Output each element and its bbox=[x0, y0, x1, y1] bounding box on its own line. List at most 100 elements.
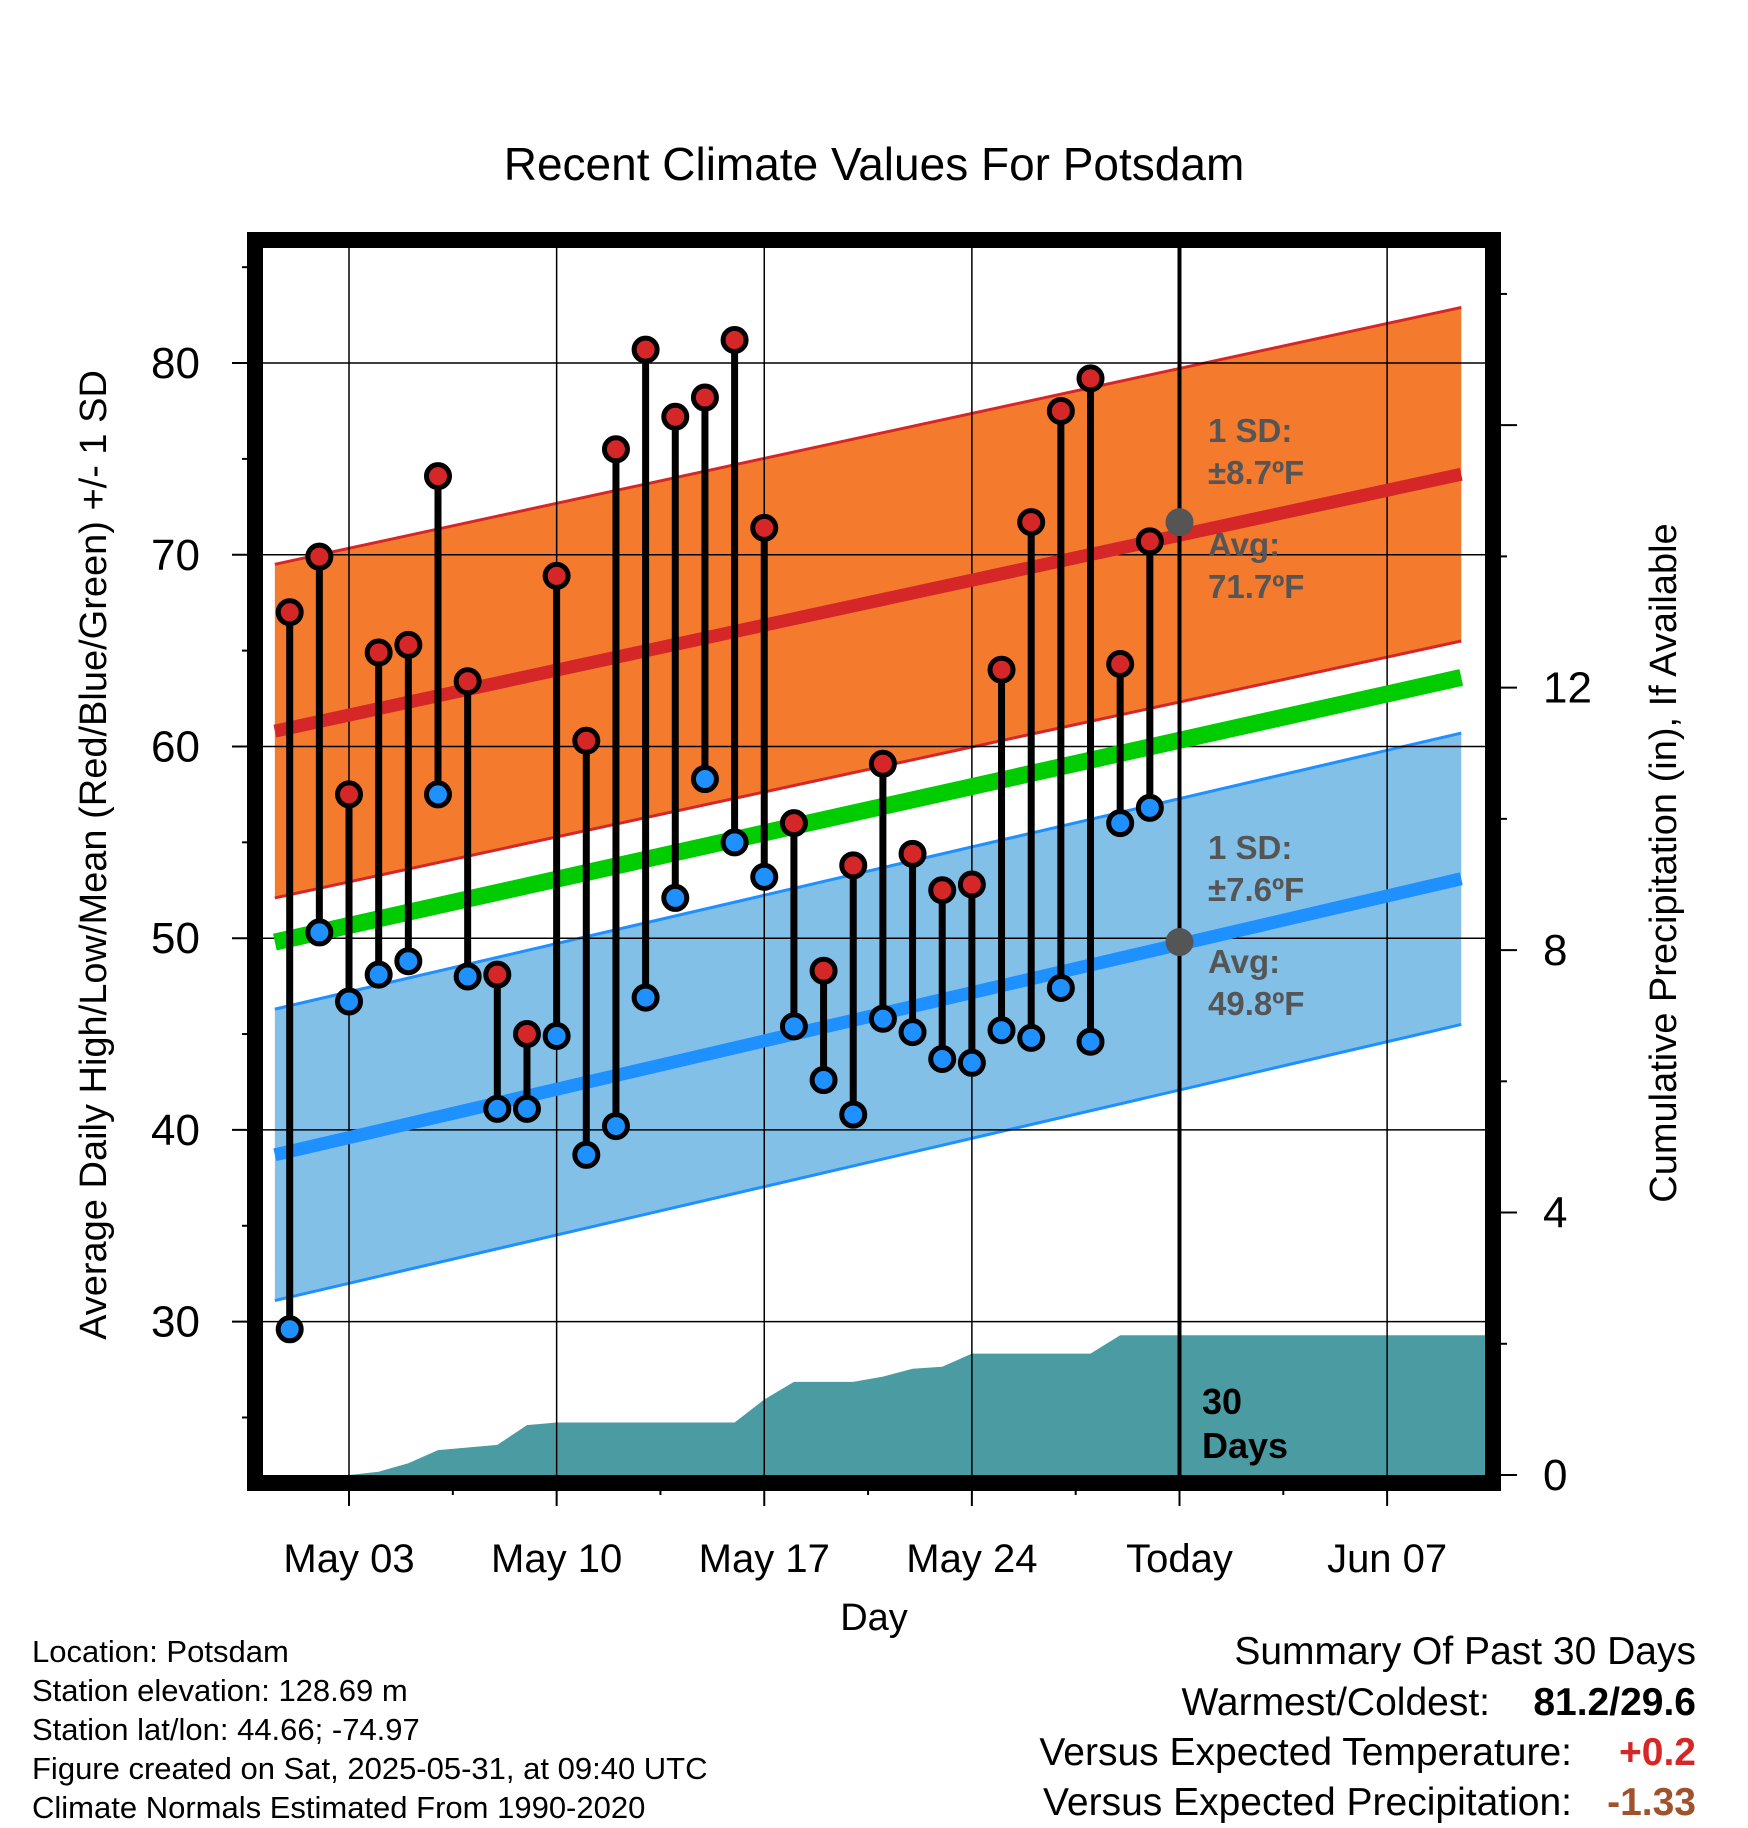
high-point bbox=[305, 542, 334, 571]
high-point bbox=[572, 726, 601, 755]
high-point bbox=[364, 638, 393, 667]
y-tick-label: 30 bbox=[151, 1298, 200, 1347]
temp-anomaly-label: Versus Expected Temperature: bbox=[1039, 1731, 1572, 1774]
high-point bbox=[720, 326, 749, 355]
high-point bbox=[542, 561, 571, 590]
low-point bbox=[898, 1018, 927, 1047]
normal-mean-line bbox=[273, 669, 1464, 951]
temp-anomaly-row: Versus Expected Temperature: +0.2 bbox=[796, 1728, 1696, 1778]
normals-text: Climate Normals Estimated From 1990-2020 bbox=[32, 1790, 646, 1825]
low-sd-band-lower-edge bbox=[274, 1022, 1462, 1302]
high-point bbox=[661, 402, 690, 431]
warmest-coldest-row: Warmest/Coldest: 81.2/29.6 bbox=[796, 1678, 1696, 1728]
high-point bbox=[335, 780, 364, 809]
high-point bbox=[453, 667, 482, 696]
low-point bbox=[542, 1021, 571, 1050]
low-point bbox=[512, 1094, 541, 1123]
temp-anomaly-value: +0.2 bbox=[1619, 1731, 1696, 1774]
low-point bbox=[1076, 1027, 1105, 1056]
low-point bbox=[483, 1094, 512, 1123]
days-label-number: 30 bbox=[1202, 1381, 1242, 1422]
location-text: Location: Potsdam bbox=[32, 1634, 289, 1669]
station-info: Location: Potsdam Station elevation: 128… bbox=[32, 1632, 708, 1827]
y-tick-label: 80 bbox=[151, 339, 200, 388]
low-sd-band-upper-edge bbox=[274, 731, 1462, 1011]
low-point bbox=[750, 862, 779, 891]
precip-anomaly-label: Versus Expected Precipitation: bbox=[1043, 1781, 1572, 1824]
low-point bbox=[631, 983, 660, 1012]
high-point bbox=[423, 462, 452, 491]
high-point bbox=[1106, 650, 1135, 679]
days-label-text: Days bbox=[1202, 1425, 1288, 1466]
y-axis-label: Average Daily High/Low/Mean (Red/Blue/Gr… bbox=[73, 370, 115, 1340]
low-point bbox=[928, 1044, 957, 1073]
y2-tick-label: 0 bbox=[1543, 1451, 1567, 1500]
low-point bbox=[601, 1112, 630, 1141]
high-point bbox=[483, 960, 512, 989]
high-point bbox=[987, 655, 1016, 684]
y-tick-label: 40 bbox=[151, 1106, 200, 1155]
high-point bbox=[275, 598, 304, 627]
x-tick-label: Jun 07 bbox=[1327, 1537, 1447, 1581]
precip-anomaly-row: Versus Expected Precipitation: -1.33 bbox=[796, 1778, 1696, 1828]
y2-axis-label: Cumulative Precipitation (in), If Availa… bbox=[1643, 523, 1685, 1202]
high-point bbox=[690, 383, 719, 412]
summary-heading: Summary Of Past 30 Days bbox=[1234, 1630, 1696, 1673]
high-sd-band-lower-edge bbox=[274, 639, 1462, 900]
plot-frame bbox=[247, 232, 1501, 1491]
chart-title: Recent Climate Values For Potsdam bbox=[504, 138, 1245, 190]
high-point bbox=[512, 1020, 541, 1049]
today-low-marker bbox=[1165, 928, 1194, 957]
created-text: Figure created on Sat, 2025-05-31, at 09… bbox=[32, 1751, 708, 1786]
high-point bbox=[601, 435, 630, 464]
today-high-marker bbox=[1165, 508, 1194, 537]
x-tick-label: Today bbox=[1126, 1537, 1233, 1581]
high-point bbox=[1017, 508, 1046, 537]
low-point bbox=[335, 987, 364, 1016]
y2-tick-label: 4 bbox=[1543, 1189, 1567, 1238]
low-sd-value: ±7.6ºF bbox=[1208, 871, 1304, 908]
low-point bbox=[661, 883, 690, 912]
high-point bbox=[779, 809, 808, 838]
normal-low-line bbox=[273, 872, 1463, 1162]
low-point bbox=[1135, 793, 1164, 822]
low-point bbox=[720, 828, 749, 857]
low-point bbox=[1017, 1023, 1046, 1052]
low-point bbox=[868, 1004, 897, 1033]
low-point bbox=[572, 1140, 601, 1169]
low-point bbox=[957, 1048, 986, 1077]
x-tick-label: May 03 bbox=[283, 1537, 414, 1581]
y2-tick-label: 12 bbox=[1543, 664, 1592, 713]
low-point bbox=[987, 1016, 1016, 1045]
high-avg-value: 71.7ºF bbox=[1208, 568, 1304, 605]
high-sd-band-upper-edge bbox=[274, 305, 1462, 566]
high-point bbox=[809, 956, 838, 985]
high-point bbox=[394, 630, 423, 659]
high-point bbox=[868, 749, 897, 778]
low-point bbox=[690, 765, 719, 794]
y-tick-label: 70 bbox=[151, 531, 200, 580]
latlon-text: Station lat/lon: 44.66; -74.97 bbox=[32, 1712, 420, 1747]
low-avg-label: Avg: bbox=[1208, 943, 1280, 980]
y2-tick-label: 8 bbox=[1543, 926, 1567, 975]
precipitation-area bbox=[349, 1335, 1486, 1475]
low-point bbox=[809, 1066, 838, 1095]
low-point bbox=[1106, 809, 1135, 838]
high-point bbox=[957, 870, 986, 899]
high-point bbox=[1135, 527, 1164, 556]
low-avg-value: 49.8ºF bbox=[1208, 985, 1304, 1022]
low-point bbox=[839, 1100, 868, 1129]
high-point bbox=[631, 335, 660, 364]
plot-area: 1 SD: ±8.7ºF Avg: 71.7ºF 1 SD: ±7.6ºF Avg: 49.8… bbox=[151, 232, 1592, 1581]
warmest-coldest-value: 81.2/29.6 bbox=[1533, 1681, 1696, 1724]
high-point bbox=[928, 876, 957, 905]
x-axis-label: Day bbox=[840, 1597, 908, 1639]
high-point bbox=[898, 839, 927, 868]
x-tick-label: May 17 bbox=[699, 1537, 830, 1581]
summary-panel: Summary Of Past 30 Days Warmest/Coldest:… bbox=[796, 1626, 1696, 1828]
x-tick-label: May 24 bbox=[906, 1537, 1037, 1581]
high-point bbox=[839, 851, 868, 880]
high-point bbox=[1046, 396, 1075, 425]
high-point bbox=[750, 513, 779, 542]
